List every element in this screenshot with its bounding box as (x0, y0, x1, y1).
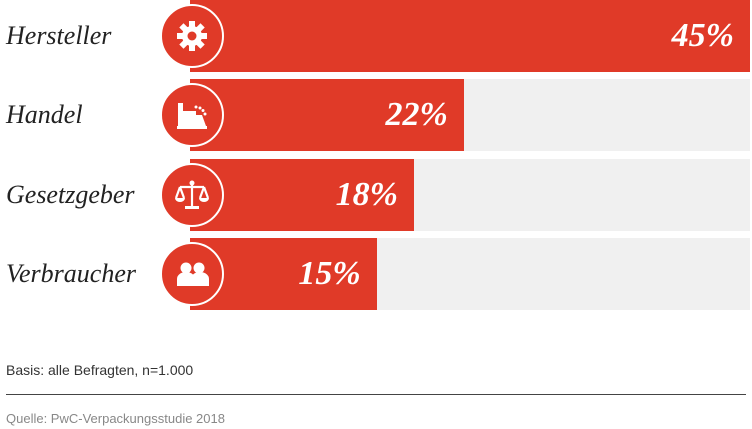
bar-chart: 45% Hersteller 22% Handel 18% Gesetzgeber 15% V… (6, 0, 750, 310)
category-label: Hersteller (6, 21, 112, 50)
value-label: 15% (298, 254, 361, 292)
value-label: 22% (385, 96, 448, 134)
gear-icon (160, 4, 224, 68)
category-label: Gesetzgeber (6, 179, 135, 209)
category-label: Handel (6, 100, 83, 130)
cash-register-icon (160, 83, 224, 148)
bar-gesetzgeber (190, 158, 414, 231)
scales-icon (160, 162, 224, 227)
source-note: Quelle: PwC-Verpackungsstudie 2018 (6, 411, 225, 426)
bar-handel (190, 79, 464, 152)
value-label: 45% (671, 17, 734, 54)
category-label: Verbraucher (6, 258, 136, 288)
basis-note: Basis: alle Befragten, n=1.000 (6, 362, 194, 378)
value-label: 18% (335, 175, 398, 213)
bar-hersteller (190, 0, 750, 72)
divider (6, 394, 746, 395)
people-icon (160, 241, 224, 306)
